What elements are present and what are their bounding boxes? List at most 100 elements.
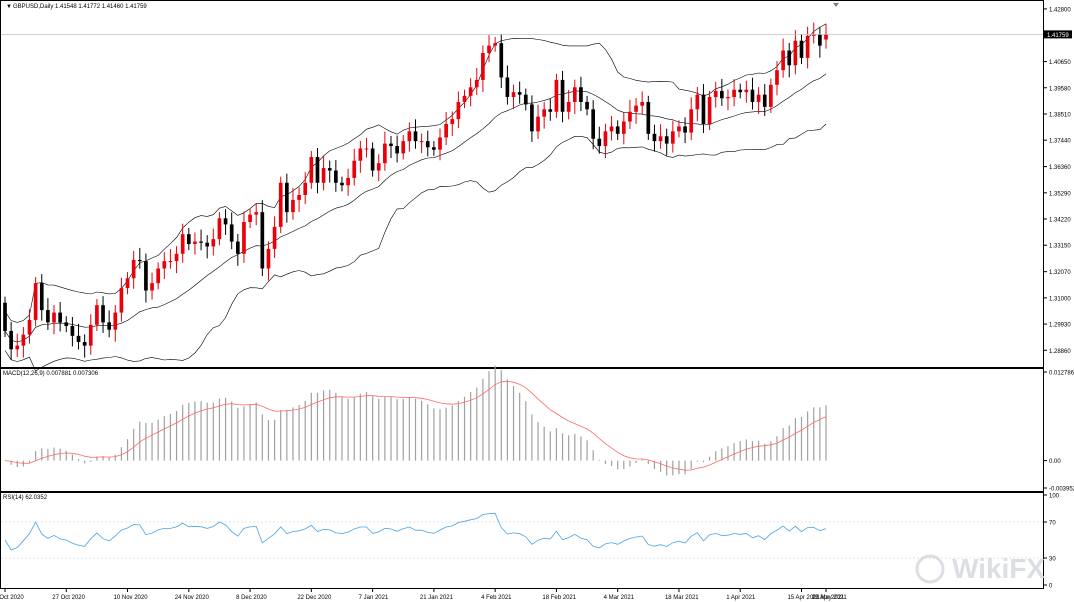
shift-marker-icon[interactable]	[833, 3, 839, 7]
bull-candle	[297, 195, 301, 200]
bear-candle	[235, 241, 240, 254]
macd-title: MACD(12,26,9) 0.007881 0.007306	[3, 371, 99, 377]
bull-candle	[805, 35, 810, 58]
time-tick-label: 8 Dec 2020	[236, 595, 267, 601]
bear-candle	[701, 94, 706, 124]
wikifx-logo-icon	[915, 554, 945, 584]
bull-candle	[266, 248, 271, 269]
bull-candle	[634, 105, 638, 112]
bull-candle	[272, 226, 277, 249]
price-tick-label: 1.29930	[1049, 323, 1071, 329]
macd-panel[interactable]	[0, 368, 1044, 492]
bull-candle	[303, 182, 308, 196]
price-tick-label: 1.38510	[1049, 112, 1071, 118]
watermark-text: WikiFX	[952, 553, 1045, 584]
bull-candle	[211, 239, 216, 247]
time-tick-label: 18 Mar 2021	[665, 595, 699, 601]
rsi-title: RSI(14) 62.0352	[3, 495, 48, 501]
bull-candle	[732, 89, 736, 98]
bull-candle	[769, 84, 773, 107]
price-tick-label: 1.42800	[1049, 7, 1071, 13]
macd-tick-label: 0.00	[1049, 459, 1061, 465]
price-tick-label: 1.33150	[1049, 244, 1071, 250]
bear-candle	[787, 50, 792, 66]
bull-candle	[150, 283, 154, 291]
bear-candle	[738, 89, 743, 93]
bear-candle	[199, 241, 203, 243]
bull-candle	[450, 119, 455, 124]
bull-candle	[291, 199, 295, 213]
bear-candle	[499, 43, 504, 78]
bear-candle	[3, 302, 7, 331]
bull-candle	[566, 101, 571, 112]
price-axis: 1.42800 1.40650 1.39580 1.38510 1.37440 1.363…	[1043, 7, 1071, 355]
bear-candle	[39, 283, 44, 311]
bull-candle	[603, 131, 608, 147]
rsi-line	[4, 512, 827, 551]
bull-candle	[793, 40, 798, 66]
bull-candle	[52, 312, 56, 323]
price-tick-label: 1.34220	[1049, 218, 1071, 224]
bull-candle	[21, 334, 26, 346]
bull-candle	[162, 261, 167, 269]
bear-candle	[327, 168, 332, 171]
bb-middle-line	[4, 73, 827, 343]
bear-candle	[548, 109, 553, 112]
bull-candle	[156, 268, 161, 284]
bear-candle	[505, 77, 510, 98]
bull-candle	[168, 261, 173, 263]
bull-candle	[640, 101, 645, 106]
bull-candle	[462, 95, 467, 102]
time-tick-label: 1 Apr 2021	[726, 595, 756, 601]
bear-candle	[646, 101, 651, 134]
bear-candle	[597, 138, 602, 147]
bull-candle	[278, 182, 283, 227]
bear-candle	[762, 94, 767, 107]
price-tick-label: 1.35290	[1049, 191, 1071, 197]
symbol-header: GBPUSD,Daily 1.41548 1.41772 1.41460 1.4…	[13, 4, 147, 10]
bear-candle	[46, 310, 50, 323]
bull-candle	[536, 116, 540, 132]
time-tick-label: 15 Apr 2021	[787, 595, 820, 601]
bear-candle	[58, 312, 62, 323]
macd-tick-label: -0.003952	[1049, 487, 1074, 493]
bear-candle	[750, 89, 755, 102]
bear-candle	[186, 234, 191, 244]
candlestick-series	[3, 22, 828, 360]
bear-candle	[82, 341, 87, 346]
bull-candle	[511, 92, 516, 98]
bull-candle	[33, 283, 38, 320]
bear-candle	[530, 104, 534, 132]
bear-candle	[799, 40, 804, 58]
bear-candle	[560, 79, 565, 112]
current-price-label: 1.41759	[1047, 33, 1069, 39]
bear-candle	[137, 259, 142, 262]
bull-candle	[125, 278, 130, 289]
price-panel[interactable]	[0, 0, 1044, 368]
bull-candle	[407, 131, 412, 142]
bull-candle	[131, 259, 136, 279]
indicator-arrow[interactable]: ▼	[6, 4, 12, 10]
bear-candle	[70, 326, 75, 336]
bear-candle	[223, 218, 228, 225]
bull-candle	[88, 324, 93, 346]
rsi-panel[interactable]	[0, 492, 1044, 589]
bull-candle	[695, 94, 700, 110]
bull-candle	[444, 124, 448, 138]
bull-candle	[27, 319, 32, 335]
bear-candle	[340, 182, 344, 186]
bull-candle	[474, 79, 479, 88]
bear-candle	[144, 261, 148, 291]
price-tick-label: 1.39580	[1049, 86, 1071, 92]
rsi-tick-label: 70	[1049, 521, 1056, 527]
bull-candle	[383, 143, 387, 164]
rsi-tick-label: 0	[1049, 584, 1053, 590]
bull-candle	[689, 109, 694, 133]
price-tick-label: 1.36360	[1049, 165, 1071, 171]
time-tick-label: 7 Jan 2021	[359, 595, 389, 601]
bear-candle	[64, 322, 69, 327]
bull-candle	[487, 45, 491, 53]
time-tick-label: 27 Oct 2020	[52, 595, 85, 601]
bull-candle	[621, 121, 626, 134]
